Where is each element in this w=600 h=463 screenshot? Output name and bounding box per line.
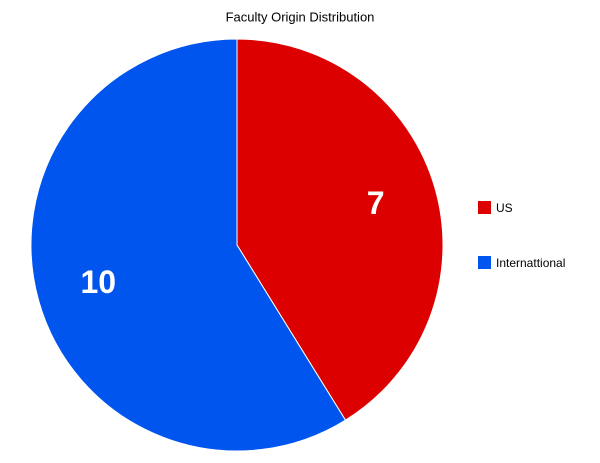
pie-slice [30, 38, 347, 452]
legend-label: US [496, 201, 513, 215]
legend-swatch [478, 201, 491, 214]
legend-label: Internattional [496, 256, 565, 270]
data-label: 10 [81, 264, 117, 300]
pie-slice [236, 38, 444, 421]
data-label: 7 [367, 185, 385, 221]
legend-swatch [478, 256, 491, 269]
chart-title: Faculty Origin Distribution [226, 9, 375, 24]
